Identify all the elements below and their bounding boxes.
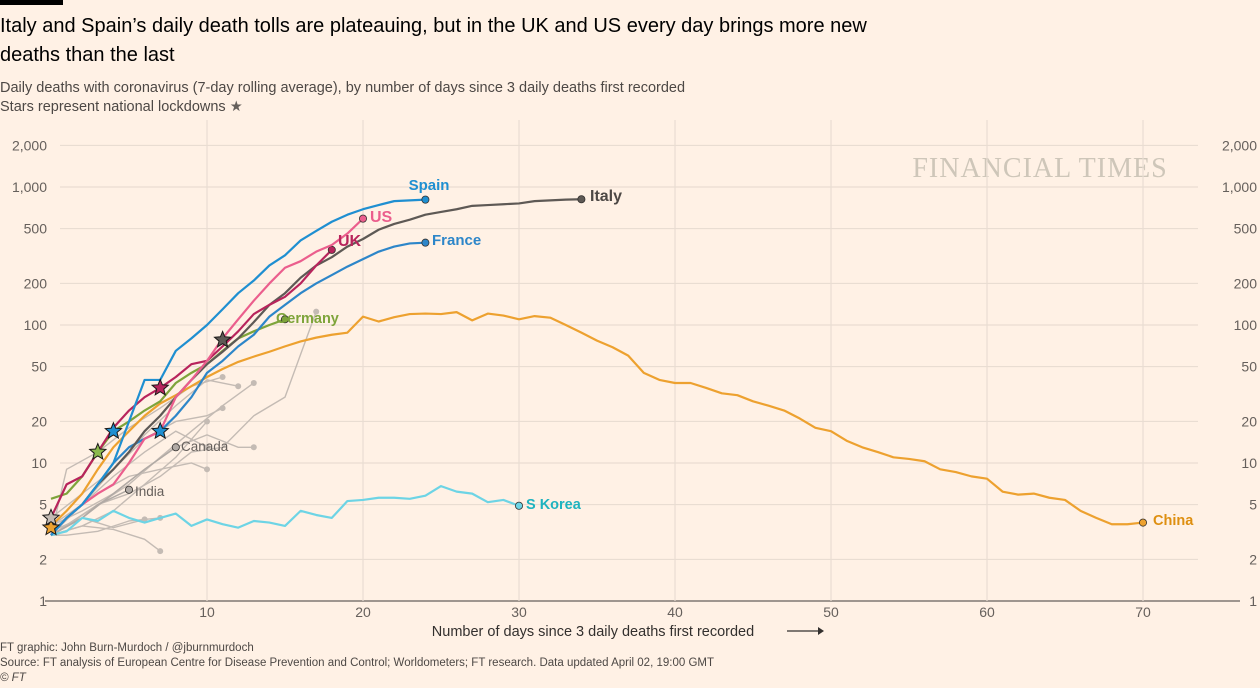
ft-brand-bar — [0, 0, 63, 5]
series-label-us: US — [370, 209, 393, 226]
series-label-s-korea: S Korea — [526, 497, 582, 513]
x-axis-arrow — [787, 627, 824, 635]
series-label-italy: Italy — [590, 188, 622, 205]
x-tick-label: 10 — [199, 604, 215, 620]
series-end-dot-germany — [280, 315, 289, 324]
lockdown-star-france — [150, 421, 170, 440]
x-tick-label: 40 — [667, 604, 683, 620]
star-icon: ★ — [229, 99, 243, 115]
series-end-dot-other — [250, 379, 257, 386]
series-end-dot-us — [358, 214, 367, 223]
y-tick-label-right: 20 — [1241, 413, 1257, 429]
lockdown-star-spain — [104, 421, 123, 440]
y-tick-label-right: 2,000 — [1222, 137, 1257, 153]
chart-subtitle: Daily deaths with coronavirus (7-day rol… — [0, 79, 685, 117]
series-end-dot-other — [204, 418, 210, 425]
y-tick-label-left: 10 — [31, 455, 47, 471]
series-end-dot-other — [204, 466, 210, 473]
subtitle-text: Daily deaths with coronavirus (7-day rol… — [0, 80, 686, 96]
footer-credit: FT graphic: John Burn-Murdoch / @jburnmu… — [0, 642, 254, 654]
series-line-other — [50, 311, 317, 536]
series-line-us — [50, 217, 364, 536]
stars-note: Stars represent national lockdowns ★ — [0, 98, 685, 117]
series-end-dot-france — [421, 238, 430, 247]
ft-watermark: FINANCIAL TIMES — [912, 153, 1167, 184]
y-tick-label-left: 2,000 — [12, 137, 47, 153]
series-end-dot-uk — [327, 245, 336, 254]
series-label-uk: UK — [338, 233, 362, 250]
series-end-dot-other — [250, 444, 257, 451]
series-end-dot-spain — [421, 195, 430, 204]
x-tick-label: 60 — [979, 604, 995, 620]
y-tick-label-left: 20 — [31, 413, 47, 429]
series-line-other — [50, 462, 208, 527]
labels-group: Spain Italy US UK France Germany Canada India S … — [135, 177, 1194, 529]
x-tick-label: 70 — [1135, 604, 1151, 620]
footer: FT graphic: John Burn-Murdoch / @jburnmu… — [0, 641, 714, 686]
series-line-china — [50, 311, 1144, 527]
y-tick-label-left: 1,000 — [12, 179, 47, 195]
series-group — [50, 195, 1148, 555]
series-end-dot-canada — [171, 443, 180, 452]
series-label-germany: Germany — [276, 311, 339, 327]
y-tick-label-right: 200 — [1234, 275, 1258, 291]
y-tick-label-right: 1,000 — [1222, 179, 1257, 195]
footer-copyright: © FT — [0, 672, 26, 684]
series-end-dot-italy — [577, 195, 586, 204]
y-tick-label-left: 2 — [39, 551, 47, 567]
y-tick-label-right: 100 — [1234, 317, 1258, 333]
series-line-other — [50, 420, 208, 536]
series-end-dot-other — [219, 373, 226, 380]
x-axis-title: Number of days since 3 daily deaths firs… — [432, 624, 754, 640]
y-tick-label-right: 10 — [1241, 455, 1257, 471]
y-tick-label-right: 1 — [1249, 593, 1257, 609]
series-end-dot-other — [204, 444, 210, 451]
series-end-dot-other — [235, 383, 242, 390]
lockdown-star-germany — [88, 442, 108, 460]
series-line-italy — [50, 198, 582, 536]
series-end-dot-other — [313, 308, 320, 315]
series-label-india: India — [135, 484, 165, 499]
series-line-spain — [50, 198, 426, 536]
y-tick-label-left: 100 — [24, 317, 48, 333]
series-end-dot-other — [219, 405, 226, 412]
x-tick-label: 20 — [355, 604, 371, 620]
x-tick-label: 30 — [511, 604, 527, 620]
lockdown-star-china — [41, 517, 61, 536]
series-end-dot-india — [125, 485, 134, 494]
series-line-other — [50, 517, 145, 532]
y-tick-label-left: 200 — [24, 275, 48, 291]
chart-title: Italy and Spain’s daily death tolls are … — [0, 15, 867, 66]
lockdown-star-other — [41, 508, 61, 526]
series-line-india — [50, 489, 130, 536]
series-end-dot-other — [157, 548, 164, 555]
y-tick-label-right: 50 — [1241, 359, 1257, 375]
y-tick-label-left: 1 — [39, 593, 47, 609]
stars-note-text: Stars represent national lockdowns — [0, 99, 226, 115]
series-label-france: France — [432, 232, 481, 249]
y-tick-label-right: 500 — [1234, 221, 1258, 237]
lockdown-star-italy — [213, 330, 232, 348]
series-label-spain: Spain — [409, 177, 450, 194]
y-tick-label-left: 500 — [24, 221, 48, 237]
y-tick-label-left: 50 — [31, 359, 47, 375]
series-label-canada: Canada — [181, 439, 229, 454]
footer-source: Source: FT analysis of European Centre f… — [0, 657, 714, 669]
y-tick-label-right: 5 — [1249, 497, 1257, 513]
y-tick-label-left: 5 — [39, 497, 47, 513]
grid: 1 1 2 2 5 5 10 10 20 20 50 50 100 100 200 200 500 500 1,00… — [12, 120, 1257, 620]
series-end-dot-china — [1139, 518, 1148, 527]
y-tick-label-right: 2 — [1249, 551, 1257, 567]
x-tick-label: 50 — [823, 604, 839, 620]
stars-group — [41, 330, 232, 536]
series-end-dot-other — [141, 516, 148, 523]
series-label-china: China — [1153, 513, 1194, 529]
lockdown-star-uk — [150, 378, 170, 396]
series-line-s-korea — [50, 485, 520, 537]
series-end-dot-s-korea — [515, 501, 524, 510]
